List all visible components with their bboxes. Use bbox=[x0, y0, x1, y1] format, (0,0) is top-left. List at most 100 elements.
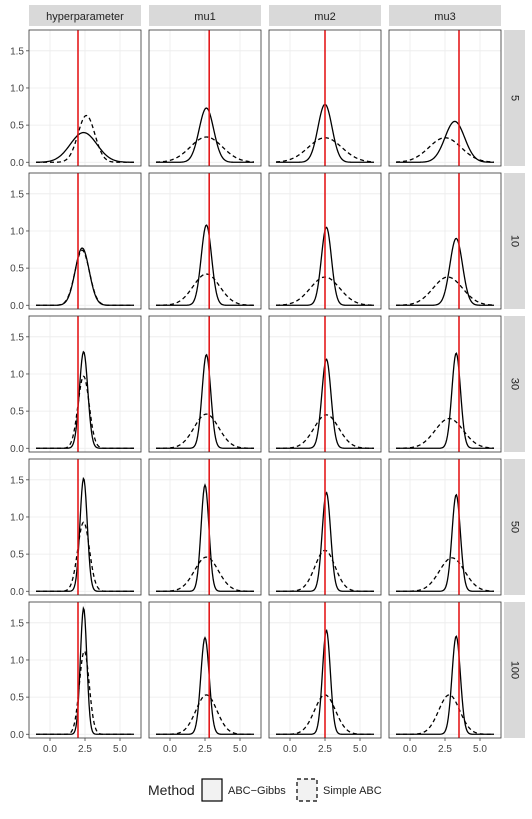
density-line-simple-abc bbox=[395, 276, 495, 306]
density-line-abc-gibbs bbox=[156, 107, 254, 163]
row-strip-30 bbox=[504, 316, 525, 452]
density-line-simple-abc bbox=[36, 649, 134, 735]
panel-mu3-30 bbox=[389, 316, 501, 452]
density-line-simple-abc bbox=[155, 136, 255, 163]
x-tick-label: 0.0 bbox=[43, 744, 57, 755]
panel-border bbox=[28, 315, 142, 453]
panel-border bbox=[388, 458, 502, 596]
legend-key-box bbox=[296, 778, 318, 802]
y-tick-label: 1.0 bbox=[10, 369, 24, 380]
x-tick-label: 2.5 bbox=[78, 744, 92, 755]
y-tick-label: 1.0 bbox=[10, 512, 24, 523]
column-strip-label: hyperparameter bbox=[46, 11, 124, 23]
density-line-simple-abc bbox=[155, 413, 254, 449]
density-line-abc-gibbs bbox=[35, 131, 134, 163]
density-line-simple-abc bbox=[36, 249, 134, 306]
panel-border bbox=[388, 172, 502, 310]
density-line-simple-abc bbox=[155, 273, 255, 306]
column-strip-label: mu3 bbox=[434, 11, 455, 23]
y-tick-label: 0.5 bbox=[10, 407, 24, 418]
density-line-simple-abc bbox=[36, 114, 134, 163]
panel-border bbox=[268, 315, 382, 453]
x-tick-label: 2.5 bbox=[438, 744, 452, 755]
legend: Method ABC−Gibbs Simple ABC bbox=[148, 778, 382, 802]
y-tick-label: 0.0 bbox=[10, 158, 24, 169]
panel-mu1-10 bbox=[149, 173, 261, 309]
x-tick-label: 5.0 bbox=[113, 744, 127, 755]
panel-border bbox=[28, 29, 142, 167]
x-tick-label: 2.5 bbox=[198, 744, 212, 755]
legend-key-abc-gibbs bbox=[201, 778, 223, 802]
y-tick-label: 1.5 bbox=[10, 189, 24, 200]
panel-border bbox=[148, 458, 262, 596]
row-strip-label: 50 bbox=[509, 521, 521, 533]
panel-border bbox=[148, 29, 262, 167]
x-tick-label: 0.0 bbox=[283, 744, 297, 755]
panel-border bbox=[148, 315, 262, 453]
panel-hyperparameter-50 bbox=[29, 459, 141, 595]
column-strip-hyperparameter bbox=[29, 5, 141, 26]
column-strip-mu3 bbox=[389, 5, 501, 26]
panel-mu1-50 bbox=[149, 459, 261, 595]
y-tick-label: 0.0 bbox=[10, 301, 24, 312]
legend-label-simple-abc: Simple ABC bbox=[323, 785, 382, 797]
density-line-simple-abc bbox=[36, 521, 134, 592]
panel-border bbox=[388, 315, 502, 453]
row-strip-label: 10 bbox=[509, 235, 521, 247]
column-strip-label: mu2 bbox=[314, 11, 335, 23]
row-strip-50 bbox=[504, 459, 525, 595]
row-strip-5 bbox=[504, 30, 525, 166]
y-tick-label: 0.0 bbox=[10, 730, 24, 741]
y-tick-label: 1.5 bbox=[10, 332, 24, 343]
row-strip-label: 30 bbox=[509, 378, 521, 390]
panel-border bbox=[388, 29, 502, 167]
legend-key-box bbox=[201, 778, 223, 802]
row-strip-label: 5 bbox=[509, 95, 521, 101]
column-strip-label: mu1 bbox=[194, 11, 215, 23]
density-line-simple-abc bbox=[156, 556, 254, 592]
panel-mu1-100 bbox=[149, 602, 261, 738]
column-strip-mu1 bbox=[149, 5, 261, 26]
x-tick-label: 2.5 bbox=[318, 744, 332, 755]
density-line-simple-abc bbox=[396, 694, 494, 735]
density-line-simple-abc bbox=[156, 694, 254, 735]
panel-mu3-10 bbox=[389, 173, 501, 309]
row-strip-100 bbox=[504, 602, 525, 738]
density-line-simple-abc bbox=[36, 375, 134, 449]
y-tick-label: 1.0 bbox=[10, 83, 24, 94]
y-tick-label: 0.5 bbox=[10, 121, 24, 132]
panel-mu3-50 bbox=[389, 459, 501, 595]
panel-border bbox=[28, 458, 142, 596]
panel-mu3-100 bbox=[389, 602, 501, 738]
density-line-abc-gibbs bbox=[396, 352, 494, 449]
y-tick-label: 1.5 bbox=[10, 618, 24, 629]
panel-border bbox=[28, 172, 142, 310]
x-tick-label: 0.0 bbox=[403, 744, 417, 755]
y-tick-label: 1.0 bbox=[10, 226, 24, 237]
panel-mu3-5 bbox=[389, 30, 501, 166]
density-line-simple-abc bbox=[395, 137, 495, 163]
density-line-abc-gibbs bbox=[396, 237, 494, 306]
y-tick-label: 1.5 bbox=[10, 46, 24, 57]
density-line-simple-abc bbox=[396, 417, 495, 449]
panel-border bbox=[148, 172, 262, 310]
density-line-abc-gibbs bbox=[156, 353, 254, 449]
y-tick-label: 1.0 bbox=[10, 655, 24, 666]
y-tick-label: 1.5 bbox=[10, 475, 24, 486]
panel-border bbox=[268, 29, 382, 167]
y-tick-label: 0.5 bbox=[10, 550, 24, 561]
x-tick-label: 5.0 bbox=[233, 744, 247, 755]
panel-border bbox=[268, 172, 382, 310]
y-tick-label: 0.0 bbox=[10, 444, 24, 455]
y-tick-label: 0.5 bbox=[10, 693, 24, 704]
y-tick-label: 0.0 bbox=[10, 587, 24, 598]
y-tick-label: 0.5 bbox=[10, 264, 24, 275]
panel-hyperparameter-10 bbox=[29, 173, 141, 309]
legend-title: Method bbox=[148, 782, 195, 798]
row-strip-10 bbox=[504, 173, 525, 309]
x-tick-label: 5.0 bbox=[353, 744, 367, 755]
density-line-simple-abc bbox=[396, 557, 495, 592]
x-tick-label: 5.0 bbox=[473, 744, 487, 755]
